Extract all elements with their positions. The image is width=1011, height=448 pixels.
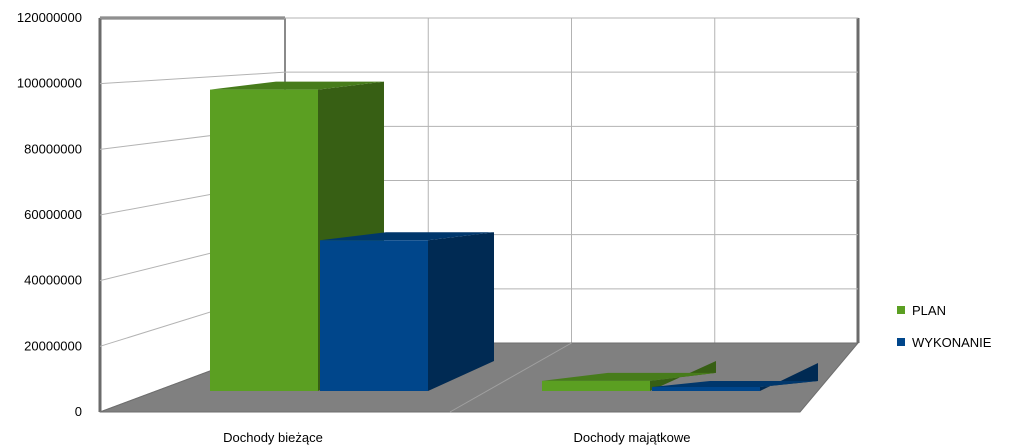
bar-front (542, 380, 650, 391)
legend-item-wykonanie: WYKONANIE (897, 335, 992, 350)
grid-line-side (99, 71, 286, 85)
bar-side (428, 232, 494, 391)
legend-item-plan: PLAN (897, 303, 946, 318)
bar-top (652, 381, 818, 387)
y-axis-tick-labels: 0 20000000 40000000 60000000 80000000 1000000… (17, 10, 82, 419)
legend-swatch (897, 306, 905, 314)
bar-plan-2 (542, 361, 716, 391)
legend: PLAN WYKONANIE (897, 303, 992, 350)
y-tick-label: 60000000 (24, 207, 82, 222)
bar-front (320, 240, 428, 391)
bar-top (320, 232, 494, 241)
bar-top (210, 81, 384, 90)
legend-label: PLAN (912, 303, 946, 318)
bar-front (210, 89, 318, 391)
bars (210, 81, 818, 391)
y-tick-label: 0 (75, 404, 82, 419)
y-tick-label: 40000000 (24, 273, 82, 288)
bar-front (652, 387, 760, 391)
legend-label: WYKONANIE (912, 335, 992, 350)
bar-top (542, 372, 716, 381)
y-tick-label: 80000000 (24, 141, 82, 156)
x-tick-label: Dochody bieżące (223, 430, 323, 445)
x-tick-label: Dochody majątkowe (573, 430, 690, 445)
y-tick-label: 120000000 (17, 10, 82, 25)
bar-wykonanie-2 (652, 363, 818, 391)
y-tick-label: 100000000 (17, 76, 82, 91)
legend-swatch (897, 338, 905, 346)
floor-grid-line (449, 342, 572, 413)
x-axis-tick-labels: Dochody bieżące Dochody majątkowe (223, 430, 690, 445)
bar-wykonanie-1 (320, 232, 494, 391)
y-tick-label: 20000000 (24, 338, 82, 353)
